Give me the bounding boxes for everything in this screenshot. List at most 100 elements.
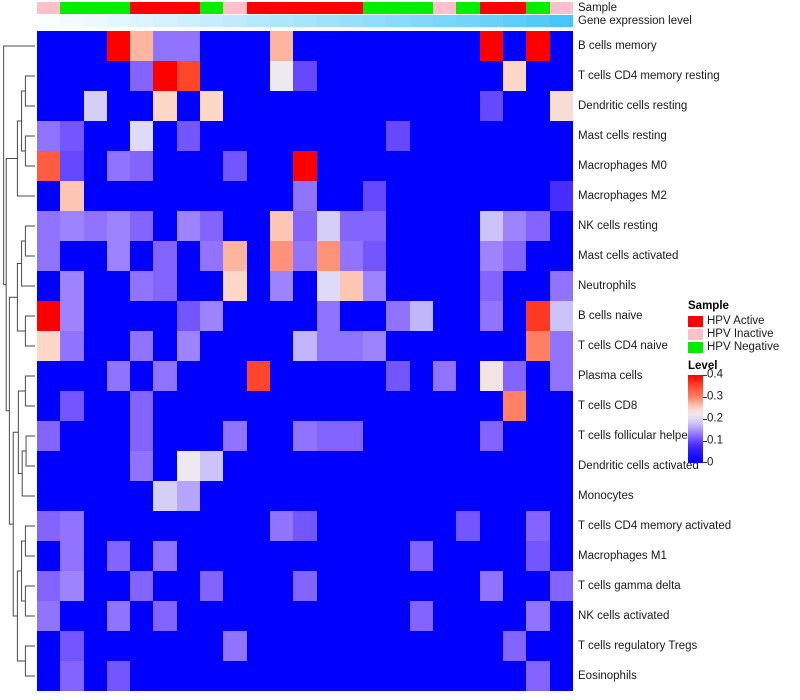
heatmap-row <box>37 211 573 241</box>
heatmap-cell <box>269 241 294 271</box>
heatmap-cell <box>316 211 340 241</box>
heatmap-cell <box>386 601 410 631</box>
heatmap-cell <box>502 631 527 661</box>
heatmap-cell <box>549 181 573 211</box>
heatmap-cell <box>433 421 457 451</box>
heatmap-cell <box>433 571 457 601</box>
heatmap-cell <box>363 361 387 391</box>
heatmap-cell <box>386 331 410 361</box>
heatmap-cell <box>363 121 387 151</box>
heatmap-cell <box>433 121 457 151</box>
heatmap-cell <box>37 541 61 571</box>
level-colorbar-ticks: 0.4 0.3 0.2 0.1 0 <box>703 369 777 468</box>
heatmap-cell <box>223 421 247 451</box>
heatmap-cell <box>409 661 434 691</box>
heatmap-row <box>37 481 573 511</box>
heatmap-cell <box>83 571 107 601</box>
legend-item-label: HPV Inactive <box>707 328 774 340</box>
heatmap-cell <box>200 631 224 661</box>
heatmap-cell <box>549 451 573 481</box>
heatmap-cell <box>456 331 480 361</box>
heatmap-cell <box>37 301 61 331</box>
row-label: Eosinophils <box>578 670 637 682</box>
legend-panel: Sample HPV Active HPV Inactive HPV Negativ… <box>688 300 800 468</box>
gene-expression-annotation-cell <box>83 15 107 27</box>
heatmap-cell <box>549 571 573 601</box>
heatmap-cell <box>176 331 201 361</box>
heatmap-cell <box>433 391 457 421</box>
heatmap-cell <box>456 511 480 541</box>
gene-expression-annotation-cell <box>176 15 201 27</box>
heatmap-cell <box>526 421 550 451</box>
row-label: T cells CD4 naive <box>578 340 668 352</box>
heatmap-cell <box>246 271 270 301</box>
heatmap-cell <box>153 421 177 451</box>
heatmap-cell <box>363 601 387 631</box>
heatmap-row <box>37 661 573 691</box>
heatmap-cell <box>60 631 84 661</box>
heatmap-row <box>37 391 573 421</box>
heatmap-cell <box>363 331 387 361</box>
heatmap-cell <box>246 631 270 661</box>
heatmap-cell <box>269 151 294 181</box>
heatmap-cell <box>339 31 364 61</box>
heatmap-cell <box>502 241 527 271</box>
heatmap-cell <box>479 451 503 481</box>
dendrogram-branch <box>24 375 35 407</box>
heatmap-cell <box>37 151 61 181</box>
heatmap-cell <box>526 181 550 211</box>
heatmap-cell <box>479 61 503 91</box>
heatmap-cell <box>246 601 270 631</box>
colorbar-tick-label: 0 <box>707 456 714 469</box>
heatmap-cell <box>37 421 61 451</box>
heatmap-cell <box>339 361 364 391</box>
heatmap-cell <box>433 511 457 541</box>
heatmap-cell <box>83 361 107 391</box>
gene-expression-annotation-cell <box>526 15 550 27</box>
heatmap-cell <box>549 421 573 451</box>
heatmap-cell <box>433 271 457 301</box>
heatmap-cell <box>502 61 527 91</box>
heatmap-cell <box>433 301 457 331</box>
heatmap-row <box>37 451 573 481</box>
heatmap-cell <box>293 91 317 121</box>
heatmap-cell <box>60 301 84 331</box>
heatmap-cell <box>479 241 503 271</box>
heatmap-cell <box>316 91 340 121</box>
heatmap-cell <box>293 631 317 661</box>
heatmap-cell <box>130 91 154 121</box>
heatmap-cell <box>60 151 84 181</box>
heatmap-cell <box>60 181 84 211</box>
heatmap-cell <box>223 571 247 601</box>
heatmap-cell <box>479 601 503 631</box>
legend-swatch <box>688 342 703 353</box>
heatmap-cell <box>549 661 573 691</box>
heatmap-cell <box>502 121 527 151</box>
heatmap-cell <box>386 61 410 91</box>
heatmap-cell <box>409 151 434 181</box>
heatmap-cell <box>293 331 317 361</box>
heatmap-cell <box>363 91 387 121</box>
heatmap-cell <box>200 361 224 391</box>
heatmap-cell <box>409 631 434 661</box>
heatmap-cell <box>409 421 434 451</box>
row-label: Mast cells resting <box>578 130 667 142</box>
heatmap-cell <box>502 151 527 181</box>
heatmap-cell <box>246 121 270 151</box>
heatmap-cell <box>246 661 270 691</box>
heatmap-cell <box>60 601 84 631</box>
heatmap-cell <box>433 241 457 271</box>
heatmap-cell <box>130 661 154 691</box>
heatmap-cell <box>269 331 294 361</box>
heatmap-cell <box>60 211 84 241</box>
heatmap-cell <box>456 301 480 331</box>
heatmap-cell <box>502 31 527 61</box>
heatmap-cell <box>479 91 503 121</box>
heatmap-cell <box>549 241 573 271</box>
heatmap-cell <box>456 271 480 301</box>
heatmap-cell <box>246 91 270 121</box>
heatmap-cell <box>316 541 340 571</box>
heatmap-row <box>37 331 573 361</box>
heatmap-cell <box>433 91 457 121</box>
